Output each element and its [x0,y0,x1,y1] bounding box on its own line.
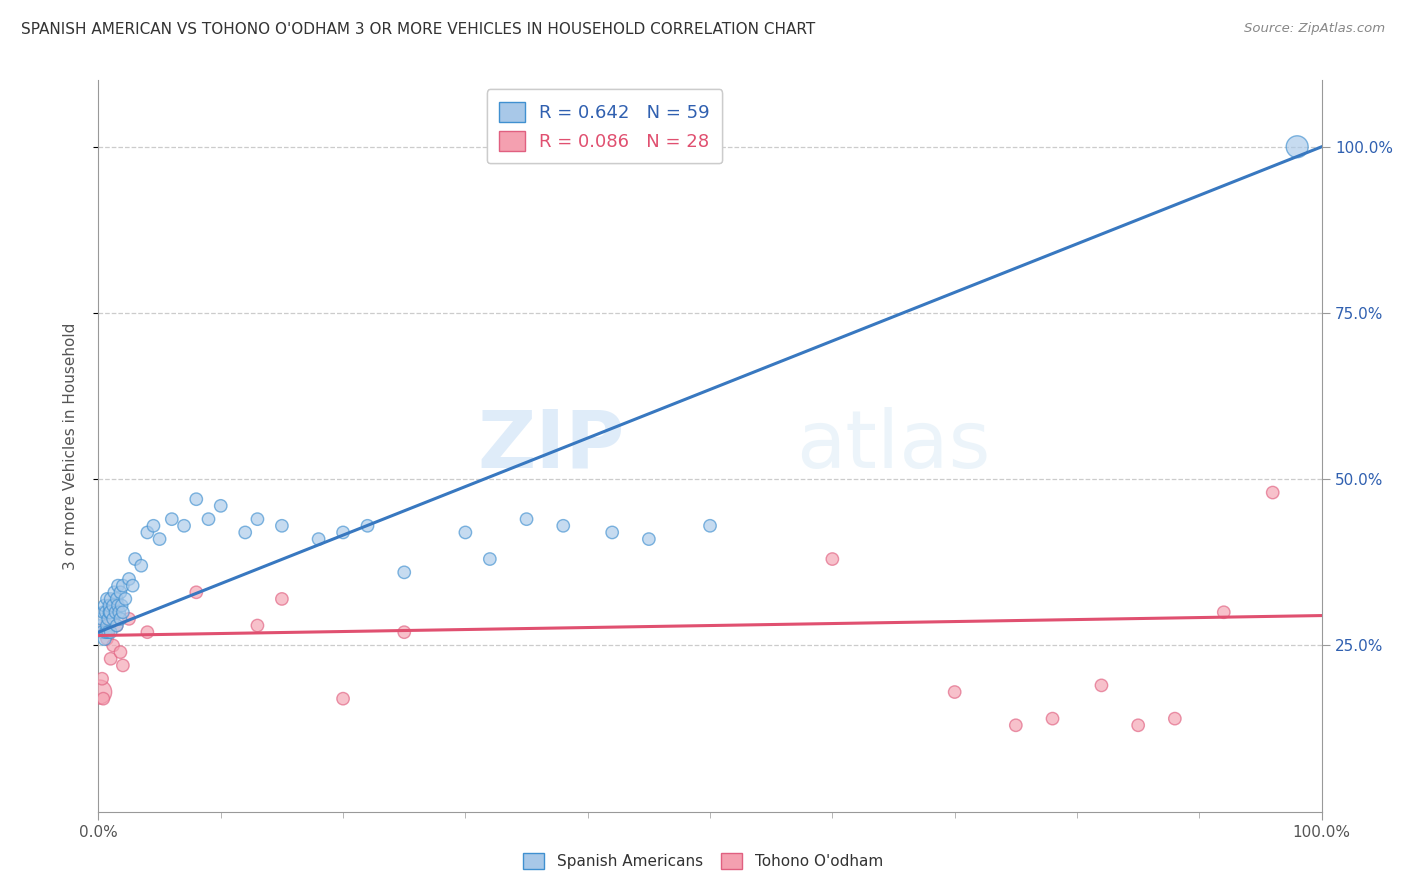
Point [186,492,208,507]
Point [392,625,416,640]
Point [111,579,134,593]
Point [270,591,294,606]
Point [104,605,127,619]
Point [129,558,152,573]
Point [1042,712,1064,726]
Point [96,618,118,632]
Point [103,585,125,599]
Point [100,591,122,606]
Point [515,512,537,526]
Point [233,525,256,540]
Point [197,512,219,526]
Point [246,512,269,526]
Point [1128,718,1150,732]
Point [93,632,115,646]
Point [1090,678,1112,692]
Point [90,612,112,626]
Point [110,645,132,659]
Point [356,518,378,533]
Point [173,518,195,533]
Point [105,618,128,632]
Point [186,585,208,599]
Point [246,618,269,632]
Point [100,605,122,619]
Point [638,532,661,546]
Point [93,599,115,613]
Point [94,605,117,619]
Point [91,605,114,619]
Point [101,639,124,653]
Point [110,612,132,626]
Point [478,552,501,566]
Point [97,612,120,626]
Point [553,518,575,533]
Point [100,625,122,640]
Text: Source: ZipAtlas.com: Source: ZipAtlas.com [1244,22,1385,36]
Point [101,612,124,626]
Point [110,585,132,599]
Point [97,625,120,640]
Point [114,591,136,606]
Text: SPANISH AMERICAN VS TOHONO O'ODHAM 3 OR MORE VEHICLES IN HOUSEHOLD CORRELATION C: SPANISH AMERICAN VS TOHONO O'ODHAM 3 OR … [21,22,815,37]
Point [89,685,111,699]
Point [96,632,118,646]
Text: ZIP: ZIP [477,407,624,485]
Legend: R = 0.642   N = 59, R = 0.086   N = 28: R = 0.642 N = 59, R = 0.086 N = 28 [486,89,723,163]
Point [107,599,129,613]
Point [91,691,114,706]
Point [107,579,129,593]
Point [94,618,117,632]
Point [97,625,120,640]
Point [111,605,134,619]
Point [1286,140,1309,154]
Point [98,605,121,619]
Point [91,672,114,686]
Point [308,532,330,546]
Point [699,518,721,533]
Point [821,552,844,566]
Point [136,625,159,640]
Point [1212,605,1234,619]
Point [392,566,416,580]
Point [149,532,172,546]
Point [160,512,183,526]
Point [270,518,294,533]
Point [100,652,122,666]
Point [136,525,159,540]
Point [118,572,141,586]
Point [96,591,118,606]
Y-axis label: 3 or more Vehicles in Household: 3 or more Vehicles in Household [63,322,77,570]
Point [111,599,134,613]
Point [1164,712,1187,726]
Point [124,552,146,566]
Point [332,525,354,540]
Point [1261,485,1284,500]
Point [105,618,128,632]
Point [108,605,131,619]
Point [105,591,128,606]
Point [91,625,114,640]
Point [1004,718,1026,732]
Point [142,518,165,533]
Point [600,525,623,540]
Text: atlas: atlas [796,407,990,485]
Point [454,525,477,540]
Point [89,618,111,632]
Point [93,625,115,640]
Point [94,625,117,640]
Legend: Spanish Americans, Tohono O'odham: Spanish Americans, Tohono O'odham [517,847,889,875]
Point [943,685,966,699]
Point [118,612,141,626]
Point [332,691,354,706]
Point [209,499,232,513]
Point [121,579,143,593]
Point [111,658,134,673]
Point [98,599,121,613]
Point [101,599,124,613]
